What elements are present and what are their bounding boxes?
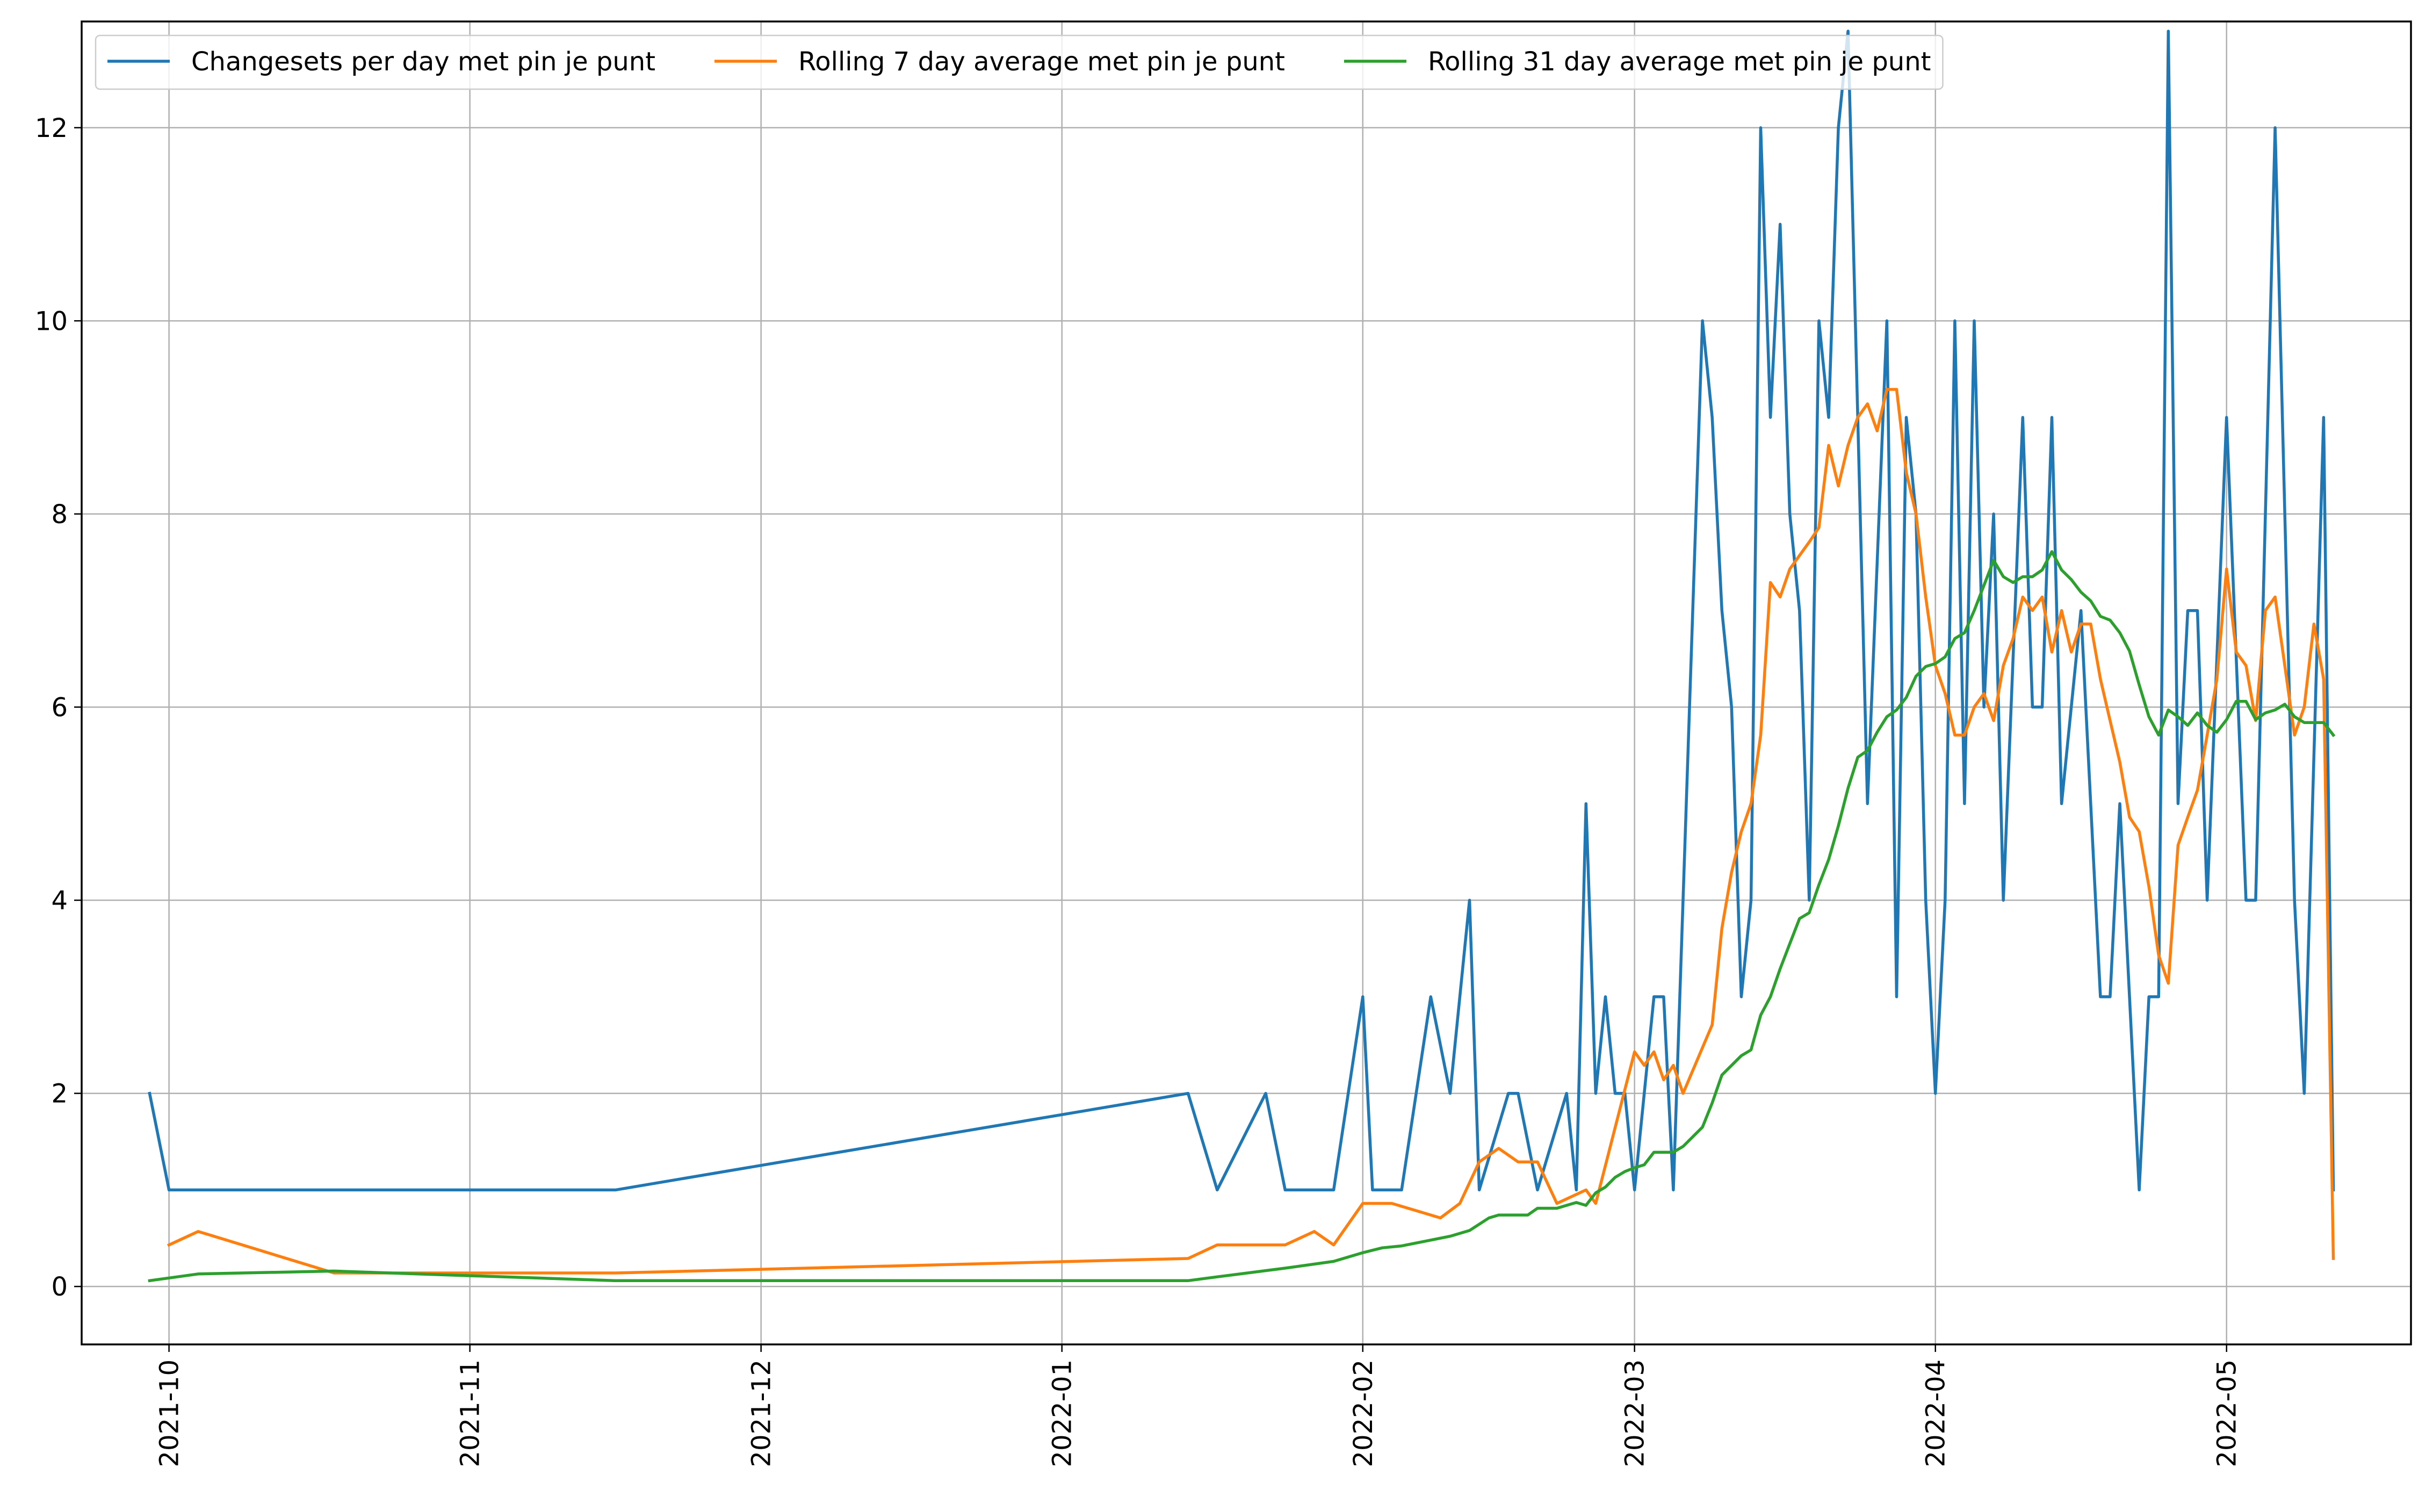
legend-label-1: Changesets per day met pin je punt xyxy=(191,47,655,77)
x-tick-label: 2022-04 xyxy=(1921,1359,1951,1467)
series-line-1 xyxy=(148,30,2335,1192)
x-axis: 2021-10 2021-11 2021-12 2022-01 2022-02 2022-… xyxy=(155,1344,2242,1467)
x-tick-label: 2021-10 xyxy=(155,1359,185,1467)
y-axis: 0 2 4 6 8 10 12 xyxy=(35,113,82,1302)
plot-frame xyxy=(81,20,2412,1345)
x-tick-label: 2021-12 xyxy=(747,1359,777,1467)
y-tick-label: 0 xyxy=(51,1272,68,1302)
y-tick-label: 2 xyxy=(51,1079,68,1109)
y-tick-label: 10 xyxy=(35,306,68,336)
series-line-2 xyxy=(167,388,2335,1275)
x-tick-label: 2022-05 xyxy=(2212,1359,2242,1467)
x-tick-label: 2021-11 xyxy=(456,1359,486,1467)
y-tick-label: 4 xyxy=(51,886,68,916)
y-tick-label: 12 xyxy=(35,113,68,143)
grid-lines xyxy=(82,21,2411,1344)
legend-box xyxy=(95,34,1944,90)
y-tick-label: 8 xyxy=(51,500,68,530)
x-tick-label: 2022-02 xyxy=(1348,1359,1378,1467)
legend-label-2: Rolling 7 day average met pin je punt xyxy=(798,47,1285,77)
x-tick-label: 2022-03 xyxy=(1620,1359,1650,1467)
series-layer xyxy=(148,30,2336,1283)
legend-label-3: Rolling 31 day average met pin je punt xyxy=(1428,47,1931,77)
series-line-3 xyxy=(148,550,2336,1283)
legend: Changesets per day met pin je punt Rollin… xyxy=(95,34,1944,90)
y-tick-label: 6 xyxy=(51,692,68,722)
x-tick-label: 2022-01 xyxy=(1048,1359,1078,1467)
